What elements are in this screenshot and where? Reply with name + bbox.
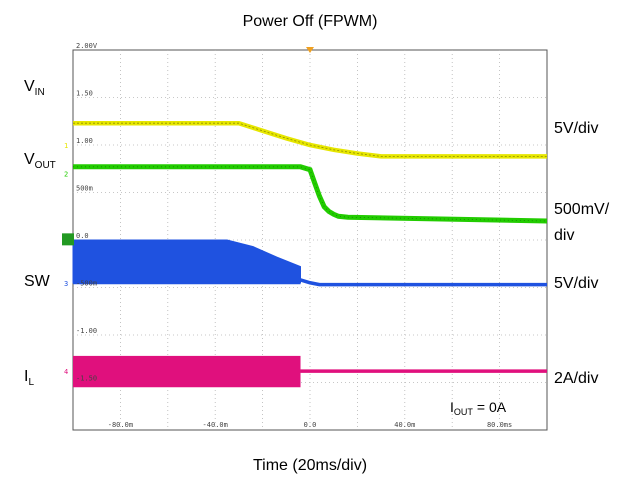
chart-title: Power Off (FPWM) xyxy=(243,13,378,30)
x-tick-label: 0.0 xyxy=(304,421,317,429)
series-scale-2: 5V/div xyxy=(554,275,598,292)
x-tick-label: 80.0ms xyxy=(487,421,512,429)
x-tick-label: 40.0m xyxy=(394,421,415,429)
series-scale-cont-1: div xyxy=(554,227,574,244)
svg-text:IOUT= 0A: IOUT = 0A xyxy=(450,399,507,417)
tick-labels: -80.0m -40.0m 0.0 40.0m 80.0ms 2.00V 1.50 1.00 5… xyxy=(76,42,512,429)
y-tick-label: 0.0 xyxy=(76,232,89,240)
series-scale-1: 500mV/ xyxy=(554,201,610,218)
series-scale-3: 2A/div xyxy=(554,370,598,387)
x-tick-label: -40.0m xyxy=(203,421,228,429)
iout-label-main: I xyxy=(450,399,454,415)
channel-marker-4: 4 xyxy=(64,368,68,376)
il-envelope xyxy=(73,355,301,388)
y-tick-label: 1.50 xyxy=(76,90,93,98)
series-labels: VIN VOUT SW IL 5V/div 500mV/div 5V/div 2A/div xyxy=(24,78,610,388)
series-name-2: SW xyxy=(24,273,51,290)
x-tick-label: -80.0m xyxy=(108,421,133,429)
series-name-0: VIN xyxy=(24,78,45,98)
trigger-marker xyxy=(306,47,314,53)
y-tick-label: -1.00 xyxy=(76,327,97,335)
x-axis-label: Time (20ms/div) xyxy=(253,457,367,474)
iout-label-sub: OUT xyxy=(454,407,474,417)
vout-trace xyxy=(73,164,548,224)
vin-trace-noise xyxy=(73,122,547,157)
traces: 1 2 3 4 xyxy=(62,120,548,388)
series-name-3: IL xyxy=(24,368,34,388)
y-tick-label: 1.00 xyxy=(76,137,93,145)
sw-settled-trace xyxy=(300,278,547,287)
channel-marker-3: 3 xyxy=(64,280,68,288)
iout-annotation: IOUT = 0A xyxy=(450,399,507,417)
y-tick-label: 2.00V xyxy=(76,42,98,50)
iout-value: = 0A xyxy=(477,399,507,415)
channel-2-ground-marker xyxy=(62,233,74,246)
series-scale-0: 5V/div xyxy=(554,120,598,137)
channel-marker-1: 1 xyxy=(64,142,68,150)
y-tick-label: -500m xyxy=(76,280,97,288)
series-name-1: VOUT xyxy=(24,151,56,171)
channel-marker-2: 2 xyxy=(64,171,68,179)
y-tick-label: 500m xyxy=(76,185,93,193)
y-tick-label: -1.50 xyxy=(76,375,97,383)
